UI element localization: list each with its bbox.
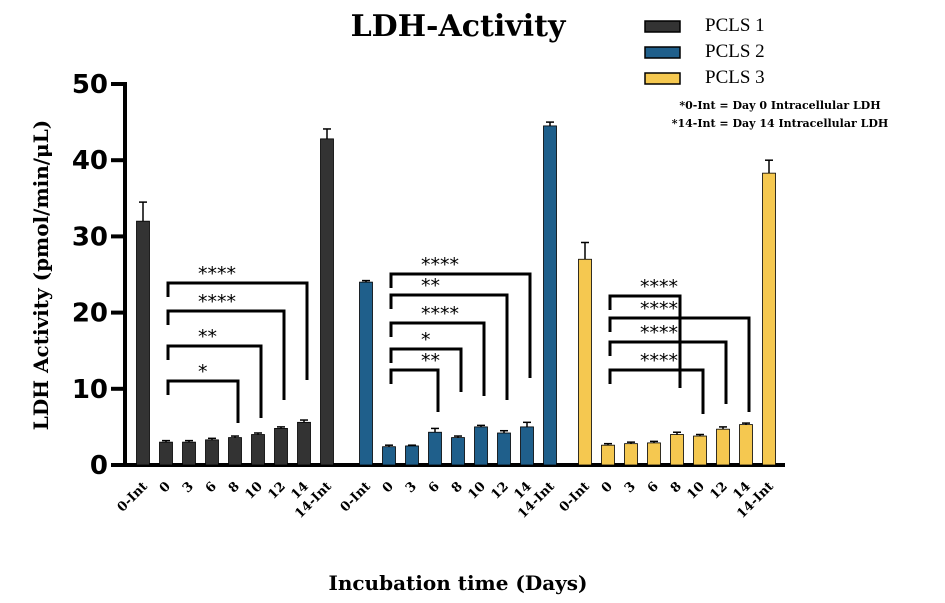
y-tick-label-20: 20 [72, 299, 108, 329]
bar-series2-14-Int [543, 125, 557, 466]
y-tick-label-0: 0 [90, 451, 108, 481]
bar-series1-3 [182, 441, 196, 466]
bracket-series3-0-vs-10 [608, 368, 705, 414]
bar-series2-6 [428, 431, 442, 466]
sig-label-series2-0-vs-6: ** [421, 350, 440, 372]
legend-swatch-series2 [644, 46, 681, 59]
x-tick-label-series1-12: 12 [265, 479, 288, 502]
bar-series1-12 [274, 428, 288, 466]
bracket-series2-0-vs-12 [389, 293, 509, 400]
bar-series2-8 [451, 437, 465, 466]
legend-swatch-series3 [644, 72, 681, 85]
bracket-series3-0-vs-8 [608, 294, 682, 388]
bracket-series2-0-vs-8 [389, 347, 463, 392]
bar-series1-14 [297, 421, 311, 466]
x-tick-label-series1-0-Int: 0-Int [115, 479, 151, 515]
bar-series3-3 [624, 443, 638, 466]
bar-series1-10 [251, 434, 265, 466]
bar-series3-10 [693, 435, 707, 466]
bar-series3-0 [601, 444, 615, 466]
sig-label-series1-0-vs-12: **** [198, 291, 236, 313]
x-tick-label-series2-8: 8 [449, 479, 466, 496]
y-tick-label-40: 40 [72, 146, 108, 176]
annotation-0-int: *0-Int = Day 0 Intracellular LDH [679, 99, 880, 112]
bracket-series2-0-vs-14 [389, 272, 532, 378]
x-tick-label-series3-12: 12 [707, 479, 730, 502]
x-tick-label-series3-3: 3 [622, 479, 639, 496]
x-tick-label-series3-10: 10 [684, 479, 707, 502]
x-tick-label-series3-0: 0 [599, 479, 616, 496]
bar-series3-8 [670, 434, 684, 466]
x-tick-label-series1-8: 8 [226, 479, 243, 496]
bar-series1-0-Int [136, 220, 150, 466]
bar-series1-8 [228, 437, 242, 466]
y-axis-label: LDH Activity (pmol/min/μL) [29, 120, 53, 430]
bar-series2-14 [520, 426, 534, 466]
sig-label-series3-0-vs-12: **** [640, 322, 678, 344]
sig-label-series3-0-vs-14: **** [640, 298, 678, 320]
x-tick-label-series1-3: 3 [180, 479, 197, 496]
x-tick-label-series3-6: 6 [645, 479, 662, 496]
legend-label-series1: PCLS 1 [705, 15, 765, 36]
x-tick-label-series2-6: 6 [426, 479, 443, 496]
bar-series3-14 [739, 424, 753, 466]
bar-series2-0 [382, 446, 396, 466]
annotation-14-int: *14-Int = Day 14 Intracellular LDH [672, 117, 889, 130]
bar-series2-3 [405, 445, 419, 466]
bracket-series2-0-vs-10 [389, 321, 486, 396]
bars [136, 121, 776, 466]
y-tick-label-10: 10 [72, 375, 108, 405]
x-tick-label-series1-0: 0 [157, 479, 174, 496]
sig-label-series1-0-vs-14: **** [198, 263, 236, 285]
bar-series3-14-Int [762, 172, 776, 466]
bar-series1-6 [205, 439, 219, 466]
x-tick-label-series1-6: 6 [203, 479, 220, 496]
y-tick-label-50: 50 [72, 70, 108, 100]
x-tick-label-series2-10: 10 [465, 479, 488, 502]
bar-series2-12 [497, 432, 511, 466]
sig-label-series3-0-vs-8: **** [640, 276, 678, 298]
bar-series3-12 [716, 428, 730, 466]
y-tick-label-30: 30 [72, 222, 108, 252]
sig-label-series2-0-vs-12: ** [421, 275, 440, 297]
x-tick-label-series2-12: 12 [488, 479, 511, 502]
x-tick-label-series2-0-Int: 0-Int [338, 479, 374, 515]
x-tick-label-series2-3: 3 [403, 479, 420, 496]
x-axis-label: Incubation time (Days) [328, 571, 587, 595]
legend: PCLS 1 PCLS 2 PCLS 3 [644, 15, 765, 88]
bracket-series1-0-vs-8 [166, 379, 240, 423]
sig-label-series3-0-vs-10: **** [640, 350, 678, 372]
significance-brackets: **************************************** [166, 254, 751, 423]
bar-series2-0-Int [359, 281, 373, 466]
legend-label-series2: PCLS 2 [705, 41, 765, 62]
chart-title: LDH-Activity [351, 9, 567, 44]
bracket-series3-0-vs-12 [608, 340, 728, 404]
bar-series1-0 [159, 441, 173, 466]
x-tick-label-series2-0: 0 [380, 479, 397, 496]
sig-label-series2-0-vs-14: **** [421, 254, 459, 276]
x-tick-label-series3-0-Int: 0-Int [557, 479, 593, 515]
bar-series1-14-Int [320, 138, 334, 466]
bar-series3-6 [647, 442, 661, 466]
bracket-series1-0-vs-10 [166, 344, 263, 418]
bar-series3-0-Int [578, 258, 592, 466]
bar-series2-10 [474, 426, 488, 466]
sig-label-series2-0-vs-8: * [421, 329, 431, 351]
bracket-series1-0-vs-14 [166, 281, 309, 380]
bracket-series1-0-vs-12 [166, 309, 286, 400]
sig-label-series1-0-vs-8: * [198, 361, 208, 383]
legend-label-series3: PCLS 3 [705, 67, 765, 88]
x-tick-label-series3-8: 8 [668, 479, 685, 496]
x-tick-label-series1-10: 10 [242, 479, 265, 502]
legend-swatch-series1 [644, 20, 681, 33]
sig-label-series1-0-vs-10: ** [198, 326, 217, 348]
bracket-series2-0-vs-6 [389, 368, 440, 412]
sig-label-series2-0-vs-10: **** [421, 303, 459, 325]
